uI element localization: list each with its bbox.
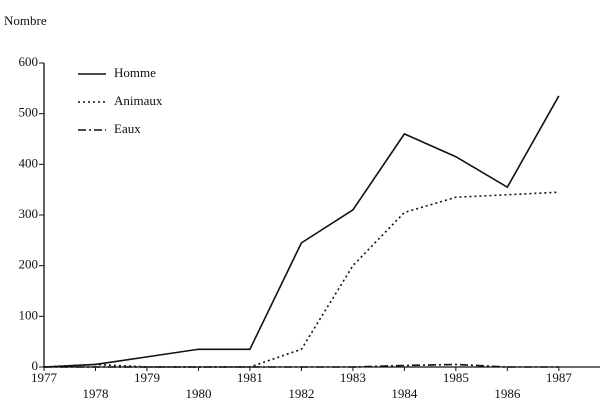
legend-label: Eaux (114, 121, 141, 136)
y-tick-label: 300 (19, 206, 39, 221)
y-tick-label: 100 (19, 307, 39, 322)
y-axis-label: Nombre (4, 13, 47, 28)
y-tick-label: 500 (19, 105, 39, 120)
x-tick-label: 1985 (443, 370, 469, 385)
y-tick-label: 400 (19, 155, 39, 170)
x-tick-label: 1980 (185, 386, 211, 401)
x-tick-label: 1984 (391, 386, 418, 401)
x-tick-label: 1982 (288, 386, 314, 401)
legend-label: Homme (114, 65, 156, 80)
x-tick-label: 1977 (31, 370, 58, 385)
x-tick-label: 1978 (82, 386, 108, 401)
series-line (43, 191, 559, 368)
x-tick-label: 1987 (546, 370, 573, 385)
x-tick-label: 1986 (494, 386, 521, 401)
legend-label: Animaux (114, 93, 163, 108)
y-tick-label: 0 (32, 358, 39, 373)
x-tick-label: 1979 (134, 370, 160, 385)
x-tick-label: 1981 (237, 370, 263, 385)
series-line (44, 363, 559, 368)
y-tick-label: 600 (19, 54, 39, 69)
series-line (43, 95, 560, 368)
y-tick-label: 200 (19, 257, 39, 272)
x-tick-label: 1983 (340, 370, 366, 385)
